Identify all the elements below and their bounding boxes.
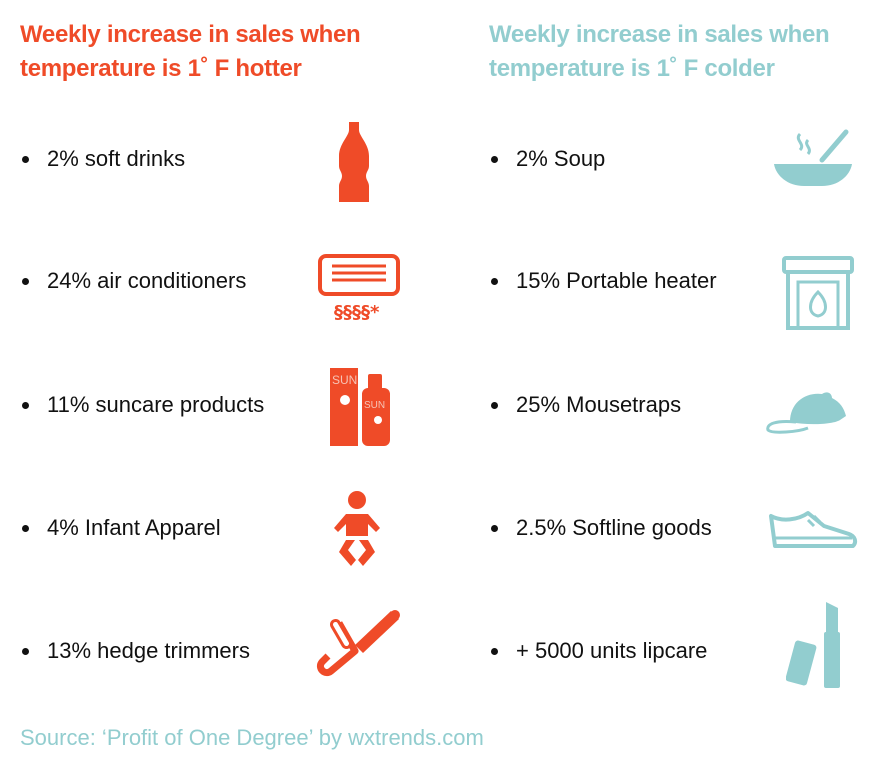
list-item: + 5000 units lipcare	[491, 631, 707, 671]
item-label: + 5000 units lipcare	[516, 638, 708, 663]
list-item: 11% suncare products	[22, 385, 264, 425]
hotter-heading-line1: Weekly increase in sales when	[20, 21, 361, 48]
item-label: 25% Mousetraps	[516, 392, 682, 417]
list-item: 13% hedge trimmers	[22, 631, 250, 671]
fireplace-icon	[782, 256, 854, 330]
svg-text:§§§§*: §§§§*	[334, 302, 380, 323]
sun-label: SUN	[364, 400, 385, 411]
list-item: 24% air conditioners	[22, 261, 246, 301]
item-label: 2.5% Softline goods	[516, 515, 712, 540]
bullet	[22, 155, 29, 163]
bullet	[491, 277, 498, 285]
source-citation: Source: ‘Profit of One Degree’ by wxtren…	[20, 725, 484, 750]
bullet	[22, 401, 29, 409]
soup-bowl-icon	[774, 129, 852, 186]
chainsaw-icon	[316, 610, 400, 677]
item-label: 13% hedge trimmers	[47, 638, 250, 663]
item-label: 24% air conditioners	[47, 268, 247, 293]
colder-heading-line2: temperature is 1˚ F colder	[489, 55, 775, 82]
bullet	[491, 647, 498, 655]
item-label: 11% suncare products	[47, 392, 265, 417]
bullet	[491, 524, 498, 532]
item-label: 2% soft drinks	[47, 146, 186, 171]
lipstick-icon	[786, 602, 840, 688]
item-label: 2% Soup	[516, 146, 606, 171]
bullet	[22, 277, 29, 285]
hotter-heading-line2: temperature is 1˚ F hotter	[20, 55, 302, 82]
baby-icon	[334, 491, 380, 566]
item-label: 15% Portable heater	[516, 268, 717, 293]
list-item: 2% Soup	[491, 139, 605, 179]
mouse-icon	[766, 392, 846, 434]
soda-bottle-icon	[339, 122, 369, 202]
list-item: 15% Portable heater	[491, 261, 717, 301]
bullet	[22, 647, 29, 655]
sun-label: SUN	[332, 373, 357, 387]
sunscreen-icon: SUN SUN	[330, 368, 390, 446]
bullet	[491, 155, 498, 163]
list-item: 4% Infant Apparel	[22, 508, 221, 548]
list-item: 2.5% Softline goods	[491, 508, 712, 548]
colder-heading-line1: Weekly increase in sales when	[489, 21, 830, 48]
colder-heading: Weekly increase in sales when temperatur…	[489, 18, 830, 86]
bullet	[22, 524, 29, 532]
hotter-heading: Weekly increase in sales when temperatur…	[20, 18, 361, 86]
item-label: 4% Infant Apparel	[47, 515, 221, 540]
air-conditioner-icon: §§§§*	[318, 254, 400, 323]
list-item: 25% Mousetraps	[491, 385, 681, 425]
shoe-icon	[769, 511, 858, 548]
list-item: 2% soft drinks	[22, 139, 185, 179]
bullet	[491, 401, 498, 409]
